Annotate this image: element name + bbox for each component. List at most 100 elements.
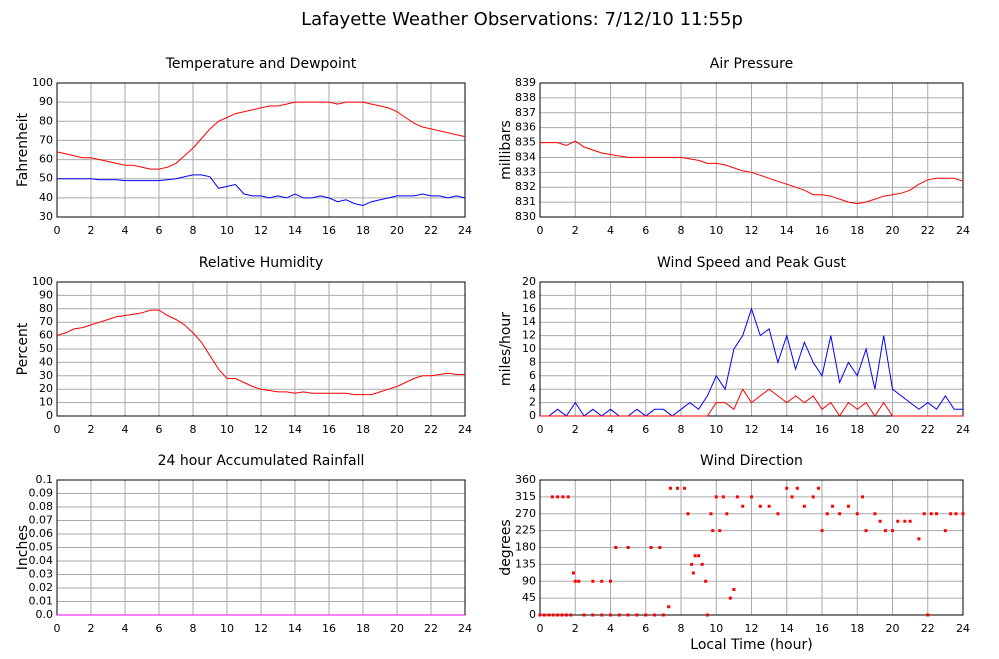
y-tick-label: 40: [39, 355, 53, 368]
x-tick-label: 0: [54, 423, 61, 436]
data-point: [566, 495, 570, 499]
data-point: [626, 613, 630, 617]
x-tick-label: 14: [780, 622, 794, 635]
y-axis-label: Inches: [15, 525, 31, 570]
y-tick-label: 50: [39, 342, 53, 355]
x-tick-label: 6: [156, 423, 163, 436]
x-tick-label: 6: [642, 622, 649, 635]
plot-frame: [56, 281, 466, 417]
x-tick-label: 4: [607, 224, 614, 237]
x-tick-label: 12: [254, 224, 268, 237]
series-line: [56, 101, 466, 170]
y-tick-label: 315: [515, 490, 536, 503]
data-point: [690, 562, 694, 566]
y-tick-label: 80: [39, 302, 53, 315]
y-tick-label: 0.0: [36, 608, 54, 621]
y-tick-label: 30: [39, 369, 53, 382]
data-point: [943, 529, 947, 533]
data-point: [556, 613, 560, 617]
data-point: [767, 504, 771, 508]
data-point: [675, 486, 679, 490]
x-tick-label: 18: [850, 224, 864, 237]
x-tick-label: 18: [850, 622, 864, 635]
x-tick-label: 24: [458, 622, 472, 635]
data-point: [600, 613, 604, 617]
x-tick-label: 18: [356, 224, 370, 237]
x-tick-label: 20: [886, 622, 900, 635]
y-axis-label: Fahrenheit: [15, 112, 31, 187]
data-point: [929, 512, 933, 516]
data-point: [728, 596, 732, 600]
data-point: [864, 529, 868, 533]
y-tick-label: 60: [39, 153, 53, 166]
data-point: [577, 579, 581, 583]
y-tick-label: 836: [515, 121, 536, 134]
data-point: [550, 495, 554, 499]
x-tick-label: 16: [322, 622, 336, 635]
x-tick-label: 0: [54, 622, 61, 635]
data-point: [635, 613, 639, 617]
chart-title: Wind Speed and Peak Gust: [657, 255, 846, 271]
x-tick-label: 24: [956, 224, 970, 237]
y-tick-label: 0.1: [36, 473, 54, 486]
y-tick-label: 838: [515, 91, 536, 104]
y-tick-label: 2: [529, 396, 536, 409]
data-point: [538, 613, 542, 617]
data-point: [750, 495, 753, 499]
chart-title: Relative Humidity: [199, 255, 323, 271]
data-point: [732, 588, 736, 591]
y-tick-label: 60: [39, 329, 53, 342]
data-point: [582, 613, 586, 617]
y-tick-label: 100: [32, 275, 53, 288]
y-tick-label: 4: [529, 382, 536, 395]
data-point: [686, 512, 690, 516]
data-point: [949, 512, 953, 516]
data-point: [961, 512, 965, 516]
data-point: [811, 495, 815, 499]
data-point: [954, 512, 958, 516]
y-tick-label: 0.06: [29, 527, 54, 540]
y-tick-label: 0.01: [29, 595, 54, 608]
data-point: [609, 579, 612, 583]
x-tick-label: 12: [254, 423, 268, 436]
x-tick-label: 16: [322, 423, 336, 436]
data-point: [831, 504, 835, 508]
x-tick-label: 0: [537, 622, 544, 635]
x-tick-label: 8: [678, 622, 685, 635]
y-tick-label: 45: [522, 591, 536, 604]
x-tick-label: 8: [678, 423, 685, 436]
x-tick-label: 16: [815, 423, 829, 436]
x-tick-label: 16: [815, 622, 829, 635]
chart-title: Temperature and Dewpoint: [165, 56, 357, 72]
series-line: [540, 140, 964, 205]
y-tick-label: 20: [522, 275, 536, 288]
data-point: [667, 605, 671, 609]
x-tick-label: 14: [288, 423, 302, 436]
data-point: [785, 486, 789, 490]
x-tick-label: 10: [709, 224, 723, 237]
x-tick-label: 4: [607, 622, 614, 635]
data-point: [591, 579, 595, 583]
data-point: [714, 495, 718, 499]
y-tick-label: 0.02: [29, 581, 54, 594]
x-tick-label: 20: [886, 423, 900, 436]
data-point: [693, 554, 697, 558]
x-tick-label: 10: [220, 423, 234, 436]
data-point: [691, 571, 695, 575]
x-tick-label: 16: [815, 224, 829, 237]
data-point: [721, 495, 725, 499]
series-line: [540, 307, 963, 417]
y-tick-label: 225: [515, 524, 536, 537]
x-tick-label: 8: [190, 622, 197, 635]
x-tick-label: 24: [956, 423, 970, 436]
data-point: [653, 613, 657, 617]
x-tick-label: 20: [886, 224, 900, 237]
x-tick-label: 14: [288, 622, 302, 635]
x-tick-label: 10: [709, 622, 723, 635]
chart-title: Wind Direction: [700, 453, 803, 469]
data-point: [896, 519, 900, 523]
data-point: [878, 519, 882, 523]
y-axis-label: miles/hour: [498, 312, 514, 386]
data-point: [704, 579, 708, 583]
